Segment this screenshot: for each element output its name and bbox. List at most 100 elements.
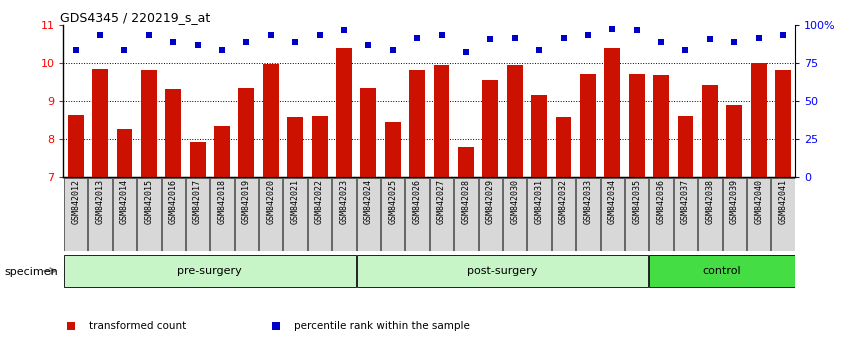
- Point: [459, 49, 473, 55]
- Text: GSM842025: GSM842025: [388, 179, 398, 224]
- Text: GSM842019: GSM842019: [242, 179, 251, 224]
- Text: pre-surgery: pre-surgery: [178, 266, 242, 276]
- FancyBboxPatch shape: [698, 178, 722, 251]
- Bar: [727, 105, 742, 177]
- Point: [386, 47, 399, 52]
- Text: GSM842022: GSM842022: [315, 179, 324, 224]
- FancyBboxPatch shape: [673, 178, 697, 251]
- Text: GSM842026: GSM842026: [413, 179, 421, 224]
- Bar: [434, 65, 449, 177]
- Text: GSM842035: GSM842035: [632, 179, 641, 224]
- Point: [269, 323, 283, 329]
- Text: GSM842040: GSM842040: [754, 179, 763, 224]
- Point: [264, 33, 277, 38]
- Text: GSM842036: GSM842036: [656, 179, 666, 224]
- Text: GSM842028: GSM842028: [461, 179, 470, 224]
- FancyBboxPatch shape: [162, 178, 185, 251]
- Point: [313, 33, 327, 38]
- Point: [239, 39, 253, 44]
- FancyBboxPatch shape: [357, 255, 648, 287]
- Bar: [239, 87, 255, 177]
- Bar: [141, 70, 157, 177]
- Text: GDS4345 / 220219_s_at: GDS4345 / 220219_s_at: [60, 11, 210, 24]
- Bar: [629, 74, 645, 177]
- Text: GSM842015: GSM842015: [145, 179, 153, 224]
- FancyBboxPatch shape: [503, 178, 526, 251]
- Bar: [311, 116, 327, 177]
- Text: GSM842014: GSM842014: [120, 179, 129, 224]
- Text: GSM842029: GSM842029: [486, 179, 495, 224]
- Bar: [507, 65, 523, 177]
- FancyBboxPatch shape: [137, 178, 161, 251]
- Bar: [360, 87, 376, 177]
- Point: [630, 28, 644, 33]
- Text: GSM842012: GSM842012: [71, 179, 80, 224]
- Text: GSM842038: GSM842038: [706, 179, 714, 224]
- Text: GSM842034: GSM842034: [607, 179, 617, 224]
- Text: control: control: [703, 266, 741, 276]
- Text: GSM842030: GSM842030: [510, 179, 519, 224]
- FancyBboxPatch shape: [454, 178, 478, 251]
- Point: [215, 47, 228, 52]
- Point: [752, 35, 766, 41]
- Point: [728, 39, 741, 44]
- Bar: [409, 70, 425, 177]
- Text: GSM842017: GSM842017: [193, 179, 202, 224]
- Text: GSM842013: GSM842013: [96, 179, 105, 224]
- Text: GSM842031: GSM842031: [535, 179, 544, 224]
- FancyBboxPatch shape: [405, 178, 429, 251]
- FancyBboxPatch shape: [747, 178, 771, 251]
- Bar: [190, 142, 206, 177]
- FancyBboxPatch shape: [357, 178, 380, 251]
- Point: [703, 36, 717, 42]
- Text: GSM842018: GSM842018: [217, 179, 227, 224]
- FancyBboxPatch shape: [113, 178, 136, 251]
- FancyBboxPatch shape: [283, 178, 307, 251]
- Point: [508, 35, 521, 41]
- Text: GSM842039: GSM842039: [730, 179, 739, 224]
- FancyBboxPatch shape: [601, 178, 624, 251]
- FancyBboxPatch shape: [527, 178, 551, 251]
- FancyBboxPatch shape: [332, 178, 355, 251]
- FancyBboxPatch shape: [650, 255, 794, 287]
- Bar: [653, 75, 669, 177]
- FancyBboxPatch shape: [186, 178, 209, 251]
- Point: [777, 33, 790, 38]
- Bar: [385, 122, 401, 177]
- Bar: [117, 130, 132, 177]
- Bar: [214, 126, 230, 177]
- Point: [361, 42, 375, 48]
- Point: [69, 47, 82, 52]
- FancyBboxPatch shape: [88, 178, 112, 251]
- Bar: [336, 47, 352, 177]
- Text: GSM842024: GSM842024: [364, 179, 373, 224]
- Point: [142, 33, 156, 38]
- Point: [64, 323, 78, 329]
- FancyBboxPatch shape: [552, 178, 575, 251]
- Bar: [68, 115, 84, 177]
- Bar: [702, 85, 717, 177]
- Point: [484, 36, 497, 42]
- Text: GSM842041: GSM842041: [778, 179, 788, 224]
- Text: transformed count: transformed count: [89, 321, 186, 331]
- Text: post-surgery: post-surgery: [467, 266, 538, 276]
- Bar: [556, 117, 571, 177]
- Text: GSM842032: GSM842032: [559, 179, 568, 224]
- Text: percentile rank within the sample: percentile rank within the sample: [294, 321, 470, 331]
- Point: [557, 35, 570, 41]
- Point: [338, 28, 351, 33]
- FancyBboxPatch shape: [259, 178, 283, 251]
- FancyBboxPatch shape: [64, 178, 87, 251]
- FancyBboxPatch shape: [625, 178, 648, 251]
- Bar: [482, 80, 498, 177]
- Text: GSM842021: GSM842021: [291, 179, 299, 224]
- FancyBboxPatch shape: [479, 178, 502, 251]
- FancyBboxPatch shape: [650, 178, 673, 251]
- FancyBboxPatch shape: [308, 178, 332, 251]
- Bar: [263, 64, 278, 177]
- Point: [435, 33, 448, 38]
- Bar: [580, 74, 596, 177]
- Text: GSM842037: GSM842037: [681, 179, 690, 224]
- FancyBboxPatch shape: [772, 178, 794, 251]
- Point: [93, 33, 107, 38]
